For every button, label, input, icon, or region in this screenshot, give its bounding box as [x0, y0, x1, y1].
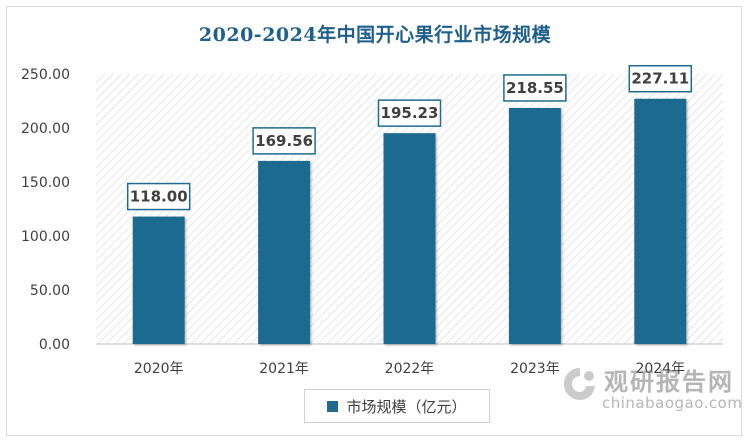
watermark-chinese-text: 观研报告网: [604, 368, 734, 396]
bar: [634, 98, 687, 345]
bar: [132, 216, 185, 344]
y-tick-label: 150.00: [21, 175, 70, 191]
y-tick-label: 50.00: [30, 283, 70, 299]
legend-label: 市场规模（亿元）: [346, 397, 467, 416]
data-label-box: [628, 64, 693, 93]
data-label-box: [377, 99, 442, 127]
x-tick-label: 2020年: [134, 361, 184, 377]
bar: [258, 160, 311, 344]
y-tick-label: 200.00: [21, 121, 70, 137]
data-label: 118.00: [130, 188, 188, 206]
watermark-logo-icon: [564, 368, 595, 400]
x-tick-label: 2022年: [385, 361, 435, 377]
legend: 市场规模（亿元）: [304, 389, 490, 423]
chart-title: 2020-2024年中国开心果行业市场规模: [198, 24, 552, 46]
watermark-url-text: chinabaogao.com: [602, 394, 743, 412]
bar: [383, 133, 436, 344]
data-label: 227.11: [631, 70, 689, 88]
legend-swatch: [327, 400, 339, 412]
data-label-box: [126, 182, 191, 211]
watermark: 观研报告网 chinabaogao.com: [560, 356, 745, 416]
data-label: 169.56: [255, 132, 313, 150]
x-tick-label: 2023年: [510, 361, 560, 377]
x-tick-label: 2024年: [635, 361, 685, 377]
data-label: 218.55: [506, 79, 564, 97]
y-tick-label: 0.00: [39, 337, 70, 353]
x-tick-label: 2021年: [259, 361, 309, 377]
data-label-box: [503, 74, 567, 102]
data-label: 195.23: [381, 104, 439, 122]
data-label-box: [252, 127, 316, 155]
y-tick-label: 250.00: [21, 67, 70, 83]
y-tick-label: 100.00: [21, 229, 70, 245]
bar: [508, 107, 561, 344]
